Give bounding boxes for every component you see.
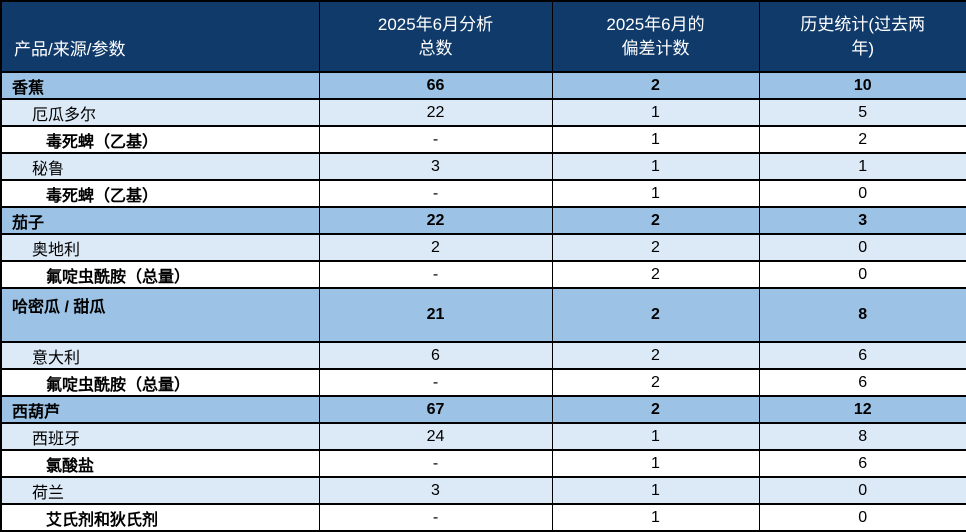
cell-history-count: 8	[758, 422, 966, 451]
table-row-origin: 奥地利 2 2 0	[0, 233, 966, 262]
cell-analyzed-total: -	[318, 503, 553, 532]
cell-analyzed-total: 3	[318, 152, 553, 181]
cell-deviation-count: 2	[551, 206, 760, 235]
cell-analyzed-total: -	[318, 125, 553, 154]
cell-analyzed-total: -	[318, 260, 553, 289]
row-label: 艾氏剂和狄氏剂	[0, 503, 320, 532]
cell-deviation-count: 1	[551, 98, 760, 127]
row-label: 西班牙	[0, 422, 320, 451]
cell-history-count: 5	[758, 98, 966, 127]
cell-history-count: 0	[758, 233, 966, 262]
cell-deviation-count: 1	[551, 422, 760, 451]
cell-history-count: 2	[758, 125, 966, 154]
cell-deviation-count: 1	[551, 476, 760, 505]
cell-deviation-count: 1	[551, 125, 760, 154]
column-header-product-source-parameter: 产品/来源/参数	[0, 0, 320, 73]
cell-deviation-count: 1	[551, 503, 760, 532]
cell-deviation-count: 2	[551, 395, 760, 424]
table-row-parameter: 毒死蜱（乙基） -1 2	[0, 125, 966, 154]
table-header: 产品/来源/参数 2025年6月分析 总数 2025年6月的 偏差计数 历史统计…	[0, 0, 966, 73]
table-row-product: 茄子 22 2 3	[0, 206, 966, 235]
table-row-parameter: 氟啶虫酰胺（总量） -2 0	[0, 260, 966, 289]
cell-analyzed-total: 22	[318, 98, 553, 127]
row-label: 哈密瓜 / 甜瓜	[0, 287, 320, 343]
row-label: 毒死蜱（乙基）	[0, 125, 320, 154]
cell-deviation-count: 2	[551, 71, 760, 100]
table-row-parameter: 艾氏剂和狄氏剂 -1 0	[0, 503, 966, 532]
cell-history-count: 6	[758, 368, 966, 397]
table-row-origin: 西班牙 24 1 8	[0, 422, 966, 451]
cell-deviation-count: 2	[551, 368, 760, 397]
row-label: 西葫芦	[0, 395, 320, 424]
row-label: 茄子	[0, 206, 320, 235]
cell-history-count: 12	[758, 395, 966, 424]
table-row-origin: 荷兰 3 1 0	[0, 476, 966, 505]
row-label: 秘鲁	[0, 152, 320, 181]
cell-history-count: 10	[758, 71, 966, 100]
cell-analyzed-total: 21	[318, 287, 553, 343]
row-label: 毒死蜱（乙基）	[0, 179, 320, 208]
row-label: 氟啶虫酰胺（总量）	[0, 368, 320, 397]
row-label: 厄瓜多尔	[0, 98, 320, 127]
row-label: 奥地利	[0, 233, 320, 262]
table-row-parameter: 毒死蜱（乙基） -1 0	[0, 179, 966, 208]
cell-analyzed-total: 22	[318, 206, 553, 235]
cell-history-count: 6	[758, 341, 966, 370]
column-header-analyzed-total: 2025年6月分析 总数	[318, 0, 553, 73]
cell-history-count: 0	[758, 179, 966, 208]
row-label: 氯酸盐	[0, 449, 320, 478]
cell-analyzed-total: 6	[318, 341, 553, 370]
cell-history-count: 3	[758, 206, 966, 235]
column-header-history: 历史统计(过去两 年)	[758, 0, 966, 73]
cell-deviation-count: 2	[551, 260, 760, 289]
cell-deviation-count: 2	[551, 341, 760, 370]
cell-history-count: 0	[758, 260, 966, 289]
cell-analyzed-total: 3	[318, 476, 553, 505]
table-row-parameter: 氟啶虫酰胺（总量） -2 6	[0, 368, 966, 397]
cell-deviation-count: 2	[551, 287, 760, 343]
cell-history-count: 1	[758, 152, 966, 181]
table-row-origin: 秘鲁 3 1 1	[0, 152, 966, 181]
cell-deviation-count: 1	[551, 449, 760, 478]
row-label: 香蕉	[0, 71, 320, 100]
table-row-product: 哈密瓜 / 甜瓜 21 2 8	[0, 287, 966, 343]
cell-deviation-count: 2	[551, 233, 760, 262]
table-row-parameter: 氯酸盐 -1 6	[0, 449, 966, 478]
column-header-deviation-count: 2025年6月的 偏差计数	[551, 0, 760, 73]
cell-analyzed-total: -	[318, 449, 553, 478]
row-label: 荷兰	[0, 476, 320, 505]
header-row: 产品/来源/参数 2025年6月分析 总数 2025年6月的 偏差计数 历史统计…	[0, 0, 966, 73]
cell-analyzed-total: 2	[318, 233, 553, 262]
cell-history-count: 0	[758, 503, 966, 532]
cell-analyzed-total: 66	[318, 71, 553, 100]
cell-analyzed-total: 67	[318, 395, 553, 424]
table-row-product: 香蕉 66 2 10	[0, 71, 966, 100]
cell-analyzed-total: -	[318, 179, 553, 208]
row-label: 意大利	[0, 341, 320, 370]
cell-analyzed-total: -	[318, 368, 553, 397]
cell-history-count: 0	[758, 476, 966, 505]
table-body: 香蕉 66 2 10 厄瓜多尔 22 1 5 毒死蜱（乙基） -1 2 秘鲁 3 1 1 毒死蜱（乙基） -1 0…	[0, 71, 966, 532]
cell-deviation-count: 1	[551, 179, 760, 208]
row-label: 氟啶虫酰胺（总量）	[0, 260, 320, 289]
table-row-origin: 意大利 6 2 6	[0, 341, 966, 370]
cell-analyzed-total: 24	[318, 422, 553, 451]
cell-deviation-count: 1	[551, 152, 760, 181]
table-row-origin: 厄瓜多尔 22 1 5	[0, 98, 966, 127]
cell-history-count: 6	[758, 449, 966, 478]
table-row-product: 西葫芦 67 2 12	[0, 395, 966, 424]
cell-history-count: 8	[758, 287, 966, 343]
